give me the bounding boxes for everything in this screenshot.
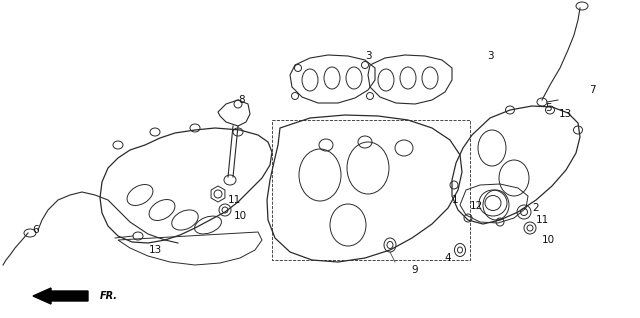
Text: 3: 3 — [365, 51, 371, 61]
Text: 8: 8 — [239, 95, 245, 105]
Text: 10: 10 — [234, 211, 246, 221]
Text: 11: 11 — [536, 215, 548, 225]
Text: 10: 10 — [541, 235, 555, 245]
Text: 7: 7 — [589, 85, 595, 95]
Text: 11: 11 — [227, 195, 241, 205]
Text: 4: 4 — [445, 253, 451, 263]
Text: 1: 1 — [452, 195, 458, 205]
Text: 3: 3 — [486, 51, 493, 61]
Text: 13: 13 — [148, 245, 162, 255]
Text: 2: 2 — [532, 203, 540, 213]
Text: 12: 12 — [469, 201, 483, 211]
Text: 5: 5 — [545, 103, 551, 113]
Text: 6: 6 — [33, 225, 39, 235]
FancyArrow shape — [33, 288, 88, 304]
Text: FR.: FR. — [100, 291, 118, 301]
Text: 13: 13 — [558, 109, 572, 119]
Text: 9: 9 — [412, 265, 419, 275]
